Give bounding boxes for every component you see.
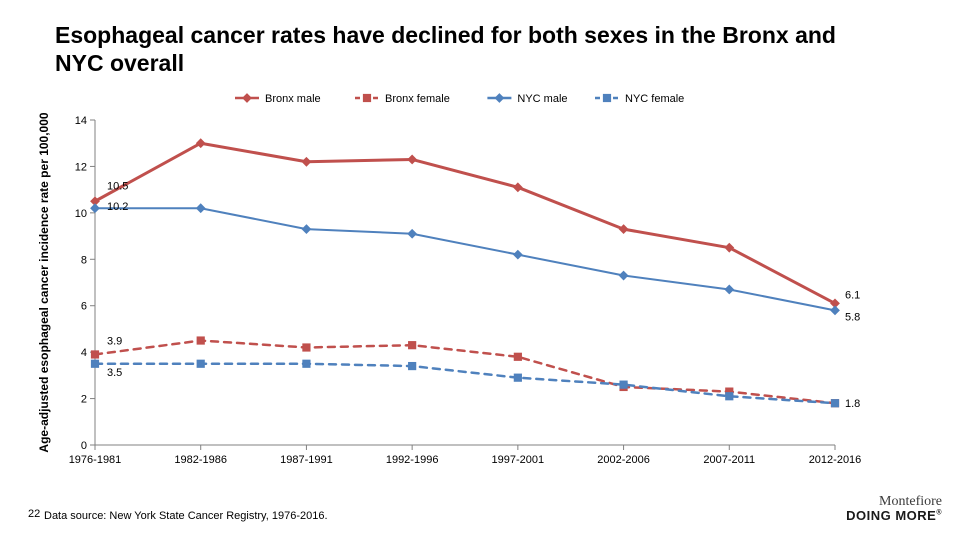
slide-title: Esophageal cancer rates have declined fo… bbox=[55, 22, 875, 77]
brand-logo: Montefiore DOING MORE® bbox=[846, 495, 942, 522]
svg-text:0: 0 bbox=[81, 440, 87, 452]
svg-text:3.9: 3.9 bbox=[107, 335, 122, 347]
svg-text:6: 6 bbox=[81, 301, 87, 313]
logo-bottom: DOING MORE® bbox=[846, 509, 942, 522]
svg-text:12: 12 bbox=[75, 161, 87, 173]
svg-text:NYC male: NYC male bbox=[517, 93, 567, 105]
svg-text:Age-adjusted esophageal cancer: Age-adjusted esophageal cancer incidence… bbox=[37, 112, 51, 452]
svg-text:1987-1991: 1987-1991 bbox=[280, 454, 333, 466]
svg-text:1997-2001: 1997-2001 bbox=[492, 454, 545, 466]
svg-text:5.8: 5.8 bbox=[845, 311, 860, 323]
svg-text:2007-2011: 2007-2011 bbox=[703, 454, 755, 466]
svg-text:10.5: 10.5 bbox=[107, 180, 128, 192]
svg-text:1982-1986: 1982-1986 bbox=[174, 454, 227, 466]
svg-text:2002-2006: 2002-2006 bbox=[597, 454, 650, 466]
svg-text:10.2: 10.2 bbox=[107, 201, 128, 213]
svg-text:6.1: 6.1 bbox=[845, 289, 860, 301]
svg-text:1.8: 1.8 bbox=[845, 398, 860, 410]
svg-text:Bronx male: Bronx male bbox=[265, 93, 321, 105]
svg-text:NYC female: NYC female bbox=[625, 93, 684, 105]
svg-text:14: 14 bbox=[75, 115, 87, 127]
svg-text:2012-2016: 2012-2016 bbox=[809, 454, 862, 466]
page-number: 22 bbox=[28, 508, 40, 520]
svg-text:2: 2 bbox=[81, 394, 87, 406]
svg-text:3.5: 3.5 bbox=[107, 367, 122, 379]
svg-text:10: 10 bbox=[75, 208, 87, 220]
svg-text:1992-1996: 1992-1996 bbox=[386, 454, 439, 466]
line-chart: Age-adjusted esophageal cancer incidence… bbox=[30, 90, 870, 480]
svg-text:1976-1981: 1976-1981 bbox=[69, 454, 122, 466]
svg-text:8: 8 bbox=[81, 254, 87, 266]
data-source: Data source: New York State Cancer Regis… bbox=[44, 510, 328, 522]
svg-text:Bronx female: Bronx female bbox=[385, 93, 450, 105]
svg-text:4: 4 bbox=[81, 347, 87, 359]
logo-top: Montefiore bbox=[846, 495, 942, 509]
